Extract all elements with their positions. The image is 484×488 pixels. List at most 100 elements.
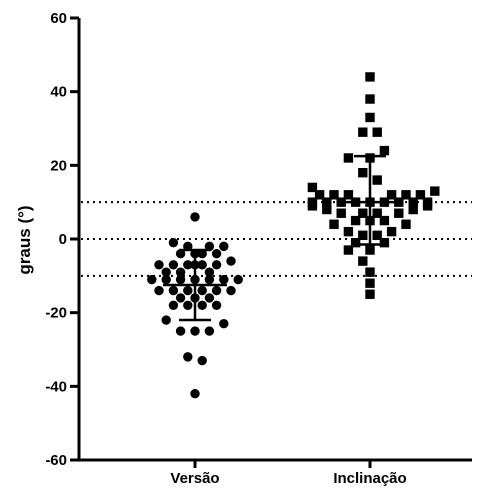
data-point-1-48 (358, 256, 368, 266)
x-ticks: Versão Inclinação (170, 460, 407, 487)
data-point-0-43 (204, 326, 215, 336)
data-point-1-13 (329, 190, 339, 200)
data-point-0-25 (233, 274, 243, 285)
data-point-1-47 (365, 245, 375, 255)
data-point-1-45 (379, 237, 390, 248)
data-point-0-37 (197, 300, 207, 310)
data-point-1-29 (408, 204, 418, 215)
data-point-1-15 (386, 190, 397, 200)
reference-lines (81, 201, 472, 277)
data-point-0-19 (147, 274, 157, 285)
data-point-0-14 (211, 260, 222, 270)
data-point-1-42 (358, 230, 368, 241)
data-point-1-17 (415, 190, 426, 200)
data-point-0-2 (183, 241, 193, 252)
data-point-1-2 (365, 112, 375, 123)
data-point-1-25 (408, 197, 418, 207)
data-point-0-42 (190, 326, 200, 336)
data-point-1-30 (422, 201, 433, 211)
data-point-1-50 (365, 278, 375, 288)
data-point-0-16 (161, 267, 171, 277)
y-ticks: -60 -40 -20 0 20 40 60 (45, 10, 79, 469)
data-point-1-31 (336, 208, 346, 218)
data-point-1-19 (322, 197, 332, 207)
data-point-1-39 (401, 219, 411, 229)
data-point-0-24 (219, 274, 229, 285)
data-point-1-16 (401, 190, 411, 200)
data-point-0-9 (154, 260, 164, 270)
data-point-1-38 (329, 219, 339, 229)
data-point-0-44 (183, 352, 193, 362)
data-point-0-7 (197, 249, 207, 259)
data-point-0-15 (226, 256, 236, 266)
data-point-0-31 (226, 285, 236, 296)
axes (77, 18, 472, 462)
data-point-0-32 (175, 293, 186, 303)
data-point-1-10 (307, 182, 318, 193)
y-axis-label: graus (°) (15, 205, 34, 274)
data-point-0-46 (190, 389, 200, 399)
data-point-1-37 (379, 215, 390, 226)
data-point-0-27 (168, 285, 179, 296)
data-point-0-21 (175, 274, 186, 285)
data-point-1-8 (358, 168, 368, 178)
y-tick-label-3: 0 (59, 231, 67, 248)
data-point-0-8 (211, 249, 222, 259)
data-point-0-0 (190, 212, 200, 222)
data-point-1-11 (430, 186, 440, 196)
data-point-1-28 (322, 204, 332, 215)
data-point-0-41 (175, 326, 186, 336)
data-point-1-35 (350, 215, 361, 226)
data-point-0-26 (154, 285, 164, 296)
data-point-1-7 (379, 145, 390, 156)
data-point-1-5 (343, 153, 354, 163)
data-point-1-46 (343, 245, 354, 255)
data-point-0-34 (204, 293, 215, 303)
data-point-0-1 (168, 237, 179, 248)
data-point-0-40 (219, 319, 229, 329)
y-tick-label-4: 20 (50, 157, 67, 174)
data-point-0-35 (168, 300, 179, 310)
data-point-1-9 (372, 175, 382, 185)
data-point-0-20 (161, 274, 171, 285)
data-point-0-11 (183, 260, 193, 270)
data-point-0-39 (161, 315, 171, 325)
y-tick-label-2: -20 (45, 305, 67, 322)
data-point-1-44 (350, 237, 361, 248)
data-point-1-27 (307, 201, 318, 211)
data-point-0-4 (219, 241, 229, 252)
data-point-1-43 (372, 230, 382, 241)
y-tick-label-5: 40 (50, 84, 67, 101)
x-tick-label-0: Versão (170, 470, 219, 487)
x-tick-label-1: Inclinação (333, 470, 406, 487)
data-point-1-4 (372, 127, 382, 137)
data-points (147, 72, 440, 399)
data-point-0-38 (211, 300, 222, 310)
data-point-1-12 (314, 190, 325, 200)
data-point-0-17 (175, 267, 186, 277)
y-tick-label-6: 60 (50, 10, 67, 27)
y-tick-label-1: -40 (45, 378, 67, 395)
data-point-1-33 (372, 208, 382, 218)
data-point-0-36 (183, 300, 193, 310)
data-point-0-23 (204, 274, 215, 285)
data-point-0-5 (175, 249, 186, 259)
data-point-0-29 (197, 285, 207, 296)
data-point-1-1 (365, 94, 375, 104)
data-point-0-30 (211, 285, 222, 296)
data-point-0-28 (183, 285, 193, 296)
data-point-1-0 (365, 72, 375, 82)
data-point-1-3 (358, 127, 368, 137)
data-point-0-3 (204, 241, 215, 252)
data-point-0-13 (197, 260, 207, 270)
data-point-1-14 (343, 190, 354, 200)
data-point-1-49 (365, 267, 375, 277)
data-point-1-34 (394, 208, 404, 218)
data-point-0-10 (168, 260, 179, 270)
error-bars (163, 154, 402, 322)
data-point-1-51 (365, 289, 375, 299)
data-point-1-40 (343, 226, 354, 237)
data-point-1-41 (386, 226, 397, 237)
data-point-0-18 (204, 267, 215, 277)
